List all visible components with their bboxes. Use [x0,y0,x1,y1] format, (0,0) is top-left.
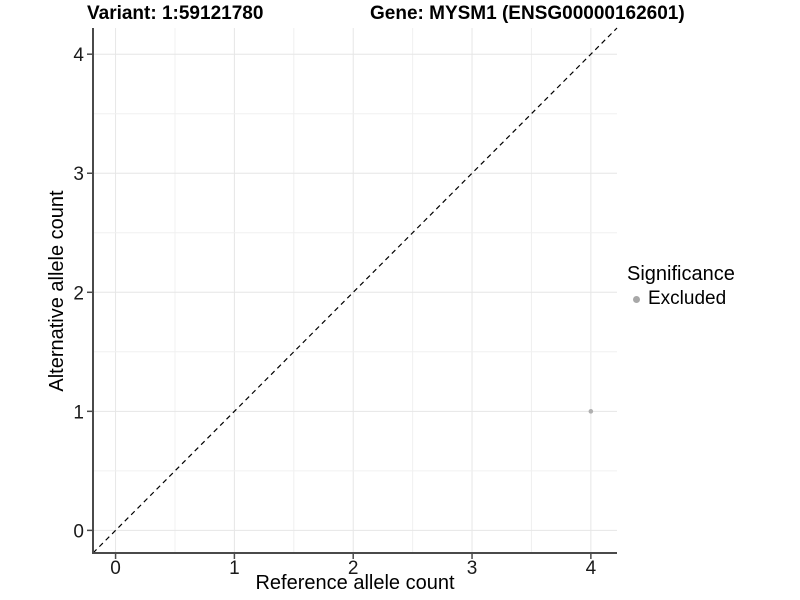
x-tick-label: 0 [110,558,121,579]
legend: Significance Excluded [627,263,797,310]
y-tick-label: 2 [73,283,84,304]
x-tick-label: 2 [348,558,359,579]
y-tick-label: 1 [73,402,84,423]
y-tick-label: 4 [73,45,84,66]
variant-title: Variant: 1:59121780 [87,3,264,24]
data-point [588,409,594,414]
x-tick-label: 3 [467,558,478,579]
legend-entry-label: Excluded [648,288,727,309]
legend-point-icon [633,295,640,303]
x-axis-title: Reference allele count [255,572,455,594]
identity-line [92,27,618,554]
y-axis-title: Alternative allele count [46,190,68,392]
y-tick-label: 3 [73,164,84,185]
x-tick-label: 4 [586,558,597,579]
legend-title: Significance [627,263,735,285]
x-tick-label: 1 [229,558,240,579]
gene-title: Gene: MYSM1 (ENSG00000162601) [370,3,685,24]
legend-entry: Excluded [627,288,797,310]
y-tick-label: 0 [73,521,84,542]
